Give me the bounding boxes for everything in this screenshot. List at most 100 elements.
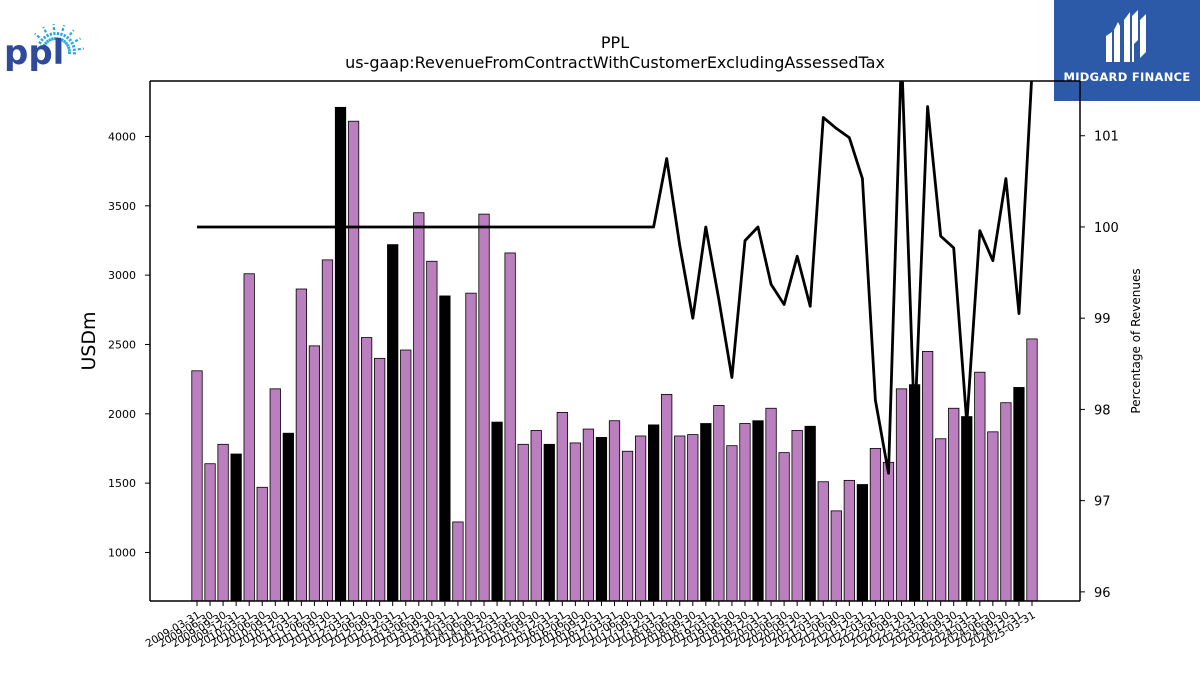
midgard-finance-label: MIDGARD FINANCE bbox=[1063, 70, 1191, 84]
bar-2020-06-30 bbox=[778, 452, 790, 602]
bar-2011-06-30 bbox=[308, 345, 321, 602]
midgard-finance-logo: MIDGARD FINANCE bbox=[1054, 0, 1200, 101]
y-tick-label: 1000 bbox=[108, 546, 136, 559]
bar-2018-09-30 bbox=[687, 434, 699, 602]
bar-2018-12-31 bbox=[700, 423, 712, 602]
bar-2010-12-31 bbox=[282, 432, 294, 602]
bar-2013-12-31 bbox=[439, 295, 451, 602]
bar-2023-03-31 bbox=[922, 350, 934, 602]
bar-2012-03-31 bbox=[347, 120, 360, 602]
chart-subtitle: us-gaap:RevenueFromContractWithCustomerE… bbox=[345, 53, 885, 72]
bar-2019-12-31 bbox=[752, 420, 764, 602]
ppl-ray bbox=[60, 32, 68, 42]
y-tick-label: 2500 bbox=[108, 338, 136, 351]
x-axis: 2009-03-312009-06-302009-09-302009-12-31… bbox=[144, 601, 1038, 650]
bar-2021-09-30 bbox=[843, 479, 855, 602]
percentage-line-series bbox=[197, 81, 1033, 475]
bar-2020-03-31 bbox=[765, 407, 777, 602]
y-tick-label: 3500 bbox=[108, 200, 136, 213]
bar-2013-09-30 bbox=[426, 260, 438, 602]
chart-title: PPL bbox=[601, 33, 629, 52]
bar-2009-12-31 bbox=[230, 453, 242, 602]
y-tick-label: 4000 bbox=[108, 130, 136, 143]
y2-tick-label: 99 bbox=[1094, 312, 1111, 327]
bar-2014-12-31 bbox=[491, 421, 503, 602]
bar-2024-06-30 bbox=[987, 431, 999, 602]
bar-2022-09-30 bbox=[895, 388, 908, 602]
ppl-ray bbox=[67, 44, 78, 50]
bar-2018-03-31 bbox=[661, 393, 673, 602]
y2-tick-label: 100 bbox=[1094, 221, 1119, 236]
bar-2017-03-31 bbox=[608, 420, 621, 602]
y-axis-label: USDm bbox=[78, 311, 100, 370]
bar-2023-12-31 bbox=[961, 416, 973, 602]
bar-2015-06-30 bbox=[517, 443, 529, 602]
bar-2012-09-30 bbox=[374, 357, 386, 602]
bar-2015-12-31 bbox=[543, 443, 555, 602]
bar-2009-06-30 bbox=[204, 463, 216, 602]
bar-2019-03-31 bbox=[713, 405, 725, 602]
bar-2020-12-31 bbox=[804, 425, 816, 602]
ppl-ray bbox=[62, 29, 75, 44]
bar-2009-09-30 bbox=[217, 443, 229, 602]
ppl-ray bbox=[52, 24, 57, 41]
bar-2014-03-31 bbox=[452, 521, 464, 602]
bar-2016-12-31 bbox=[595, 436, 608, 602]
bar-2017-12-31 bbox=[648, 424, 660, 602]
bar-2019-06-30 bbox=[726, 445, 738, 602]
bar-2017-09-30 bbox=[634, 435, 647, 602]
y2-tick-label: 96 bbox=[1094, 586, 1111, 601]
ppl-logo: ppl bbox=[4, 6, 96, 76]
bar-2021-12-31 bbox=[856, 484, 869, 602]
y2-axis-label: Percentage of Revenues bbox=[1129, 268, 1143, 413]
ppl-ray bbox=[64, 37, 74, 46]
ppl-ray bbox=[56, 30, 60, 41]
ppl-ray bbox=[58, 24, 66, 41]
bar-series bbox=[191, 106, 1038, 602]
bar-2019-09-30 bbox=[739, 423, 751, 602]
bar-2011-03-31 bbox=[295, 288, 307, 602]
bar-2022-03-31 bbox=[869, 448, 882, 602]
y-tick-label: 1500 bbox=[108, 477, 136, 490]
y2-tick-label: 98 bbox=[1094, 403, 1111, 418]
bar-2010-06-30 bbox=[256, 486, 268, 602]
ppl-sunburst-icon bbox=[34, 24, 84, 55]
y-tick-label: 2000 bbox=[108, 408, 136, 421]
bar-2014-09-30 bbox=[478, 213, 490, 602]
y2-tick-label: 101 bbox=[1094, 130, 1119, 145]
bar-2018-06-30 bbox=[674, 435, 686, 602]
bar-2015-03-31 bbox=[504, 252, 516, 602]
y-axis-right: 96 97 98 99 100 101 bbox=[1080, 130, 1119, 601]
bar-2022-06-30 bbox=[882, 461, 895, 602]
bar-2013-03-31 bbox=[400, 349, 412, 602]
bar-2020-09-30 bbox=[791, 430, 803, 602]
bar-2021-03-31 bbox=[817, 481, 829, 602]
bar-2016-03-31 bbox=[556, 412, 568, 602]
bar-2010-09-30 bbox=[269, 388, 281, 602]
bar-2013-06-30 bbox=[413, 212, 425, 602]
bar-2015-09-30 bbox=[530, 430, 542, 602]
bar-2024-09-30 bbox=[1000, 402, 1012, 602]
percentage-line bbox=[197, 81, 1033, 475]
bar-2017-06-30 bbox=[621, 450, 634, 602]
bar-2014-06-30 bbox=[465, 292, 477, 602]
y-axis-left: 1000 1500 2000 2500 3000 3500 4000 bbox=[108, 130, 150, 559]
bar-2009-03-31 bbox=[191, 370, 203, 602]
bar-2024-03-31 bbox=[974, 371, 986, 602]
ppl-ray bbox=[42, 26, 52, 42]
bar-2012-12-31 bbox=[387, 244, 399, 602]
ppl-ray bbox=[36, 40, 47, 47]
bar-2021-06-30 bbox=[830, 510, 842, 602]
ppl-ray bbox=[65, 37, 82, 48]
bar-2011-09-30 bbox=[321, 259, 334, 602]
bar-2016-06-30 bbox=[569, 442, 581, 602]
bar-2012-06-30 bbox=[360, 337, 373, 602]
bar-2024-12-31 bbox=[1013, 387, 1025, 602]
bar-2016-09-30 bbox=[582, 428, 595, 602]
bar-2011-12-31 bbox=[334, 106, 347, 602]
bar-2010-03-31 bbox=[243, 273, 255, 602]
ppl-ray bbox=[41, 33, 50, 44]
bar-2025-03-31 bbox=[1026, 338, 1038, 602]
ppl-ray bbox=[48, 30, 54, 41]
